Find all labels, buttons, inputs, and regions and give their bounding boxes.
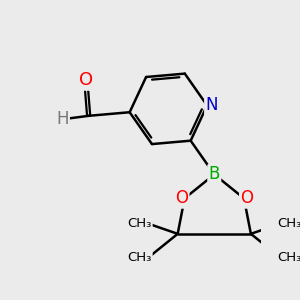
- Text: O: O: [175, 189, 188, 207]
- Text: B: B: [208, 165, 220, 183]
- Text: O: O: [79, 71, 93, 89]
- Text: CH₃: CH₃: [277, 217, 300, 230]
- Text: CH₃: CH₃: [277, 251, 300, 264]
- Text: O: O: [240, 189, 254, 207]
- Text: N: N: [206, 97, 218, 115]
- Text: CH₃: CH₃: [127, 251, 152, 264]
- Text: CH₃: CH₃: [127, 217, 152, 230]
- Text: H: H: [56, 110, 69, 128]
